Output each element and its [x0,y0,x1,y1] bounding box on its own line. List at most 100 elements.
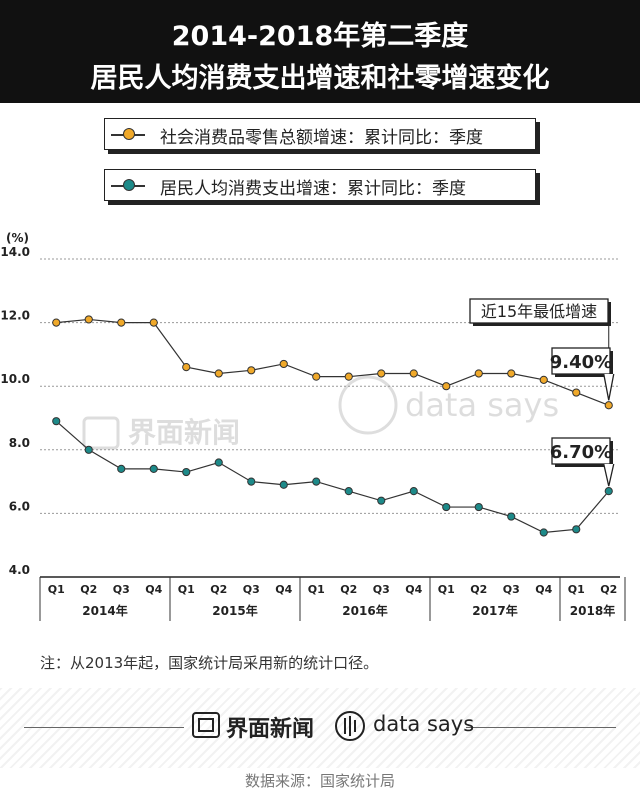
x-tick-label: Q1 [568,583,585,596]
data-point [539,375,548,384]
annotation-retail-value: 9.40% [550,347,615,401]
callout-box [469,298,609,324]
data-point [442,502,451,512]
x-tick-label: Q4 [145,583,162,596]
brand-jiemian: 界面新闻 [226,717,315,742]
jiemian-logo-icon [192,712,220,738]
data-point [214,369,223,378]
y-axis-label: (%) [6,231,29,245]
data-point [572,525,581,534]
data-point [539,528,548,537]
x-tick-label: Q3 [503,583,520,596]
data-point [474,369,483,378]
annotation-lowest-text: 近15年最低增速 [481,302,597,321]
data-point [52,417,61,426]
x-tick-label: Q2 [340,583,357,596]
legend-consumption-marker-icon [123,179,135,191]
data-point [604,401,613,410]
x-tick-label: Q3 [373,583,390,596]
x-tick-label: Q1 [48,583,65,596]
callout-box [551,437,611,465]
footnote: 注：从2013年起，国家统计局采用新的统计口径。 [40,654,379,672]
title-banner: 2014-2018年第二季度 居民人均消费支出增速和社零增速变化 [0,0,640,103]
data-point [344,487,353,496]
line-chart: 界面新闻 data says (%) 4.0 6.0 8.0 10.0 12.0 14.0 Q… [0,231,626,621]
legend-consumption: 居民人均消费支出增速：累计同比：季度 [104,169,536,201]
x-tick-label: Q3 [243,583,260,596]
data-source: 数据来源：国家统计局 [244,772,395,790]
annotation-lowest: 近15年最低增速 [469,298,611,326]
y-tick-label: 14.0 [0,245,30,259]
annotation-consumption-value-text: 6.70% [550,442,612,463]
chart-title-line2: 居民人均消费支出增速和社零增速变化 [90,63,550,94]
x-tick-label: Q4 [535,583,552,596]
watermark-datasays-icon [338,375,398,435]
data-point [247,477,256,486]
x-tick-label: Q4 [275,583,292,596]
year-label: 2014年 [82,603,127,618]
callout-pointer [603,463,615,487]
year-label: 2016年 [342,603,387,618]
x-tick-label: Q1 [308,583,325,596]
data-point [312,477,321,486]
data-point [377,369,386,378]
data-point [312,372,321,381]
series-line-0 [56,318,609,406]
footer-rule-left [24,727,184,728]
data-point [84,315,93,324]
data-point [117,318,126,327]
data-point [279,359,288,369]
data-point [117,464,126,473]
x-tick-label: Q3 [113,583,130,596]
callout-box [551,347,611,375]
y-tick-label: 10.0 [0,372,30,386]
chart-title-line1: 2014-2018年第二季度 [171,21,469,52]
callout-pointer [603,373,615,401]
x-tick-label: Q4 [405,583,422,596]
data-point [507,512,516,521]
watermark-datasays: data says [405,386,559,424]
data-point [149,464,158,473]
data-point [182,363,191,372]
y-tick-label: 4.0 [9,563,30,577]
legend-retail: 社会消费品零售总额增速：累计同比：季度 [104,118,536,150]
data-point [604,487,613,496]
data-point [409,487,418,496]
year-label: 2017年 [472,603,517,618]
data-point [377,496,386,505]
data-point [409,369,418,378]
year-label: 2018年 [570,603,615,618]
data-point [474,502,483,512]
legend-retail-marker-icon [123,128,135,140]
footer-rule-right [466,727,616,728]
brand-datasays: data says [373,712,475,736]
y-tick-label: 8.0 [9,436,30,450]
data-point [149,318,158,327]
datasays-logo-icon [335,711,365,741]
data-point [572,388,581,397]
data-point [247,366,256,375]
annotation-retail-value-text: 9.40% [550,352,612,373]
data-point [214,458,223,467]
data-point [182,467,191,477]
watermark-jiemian: 界面新闻 [128,416,240,449]
y-tick-label: 6.0 [9,499,30,513]
y-tick-label: 12.0 [0,309,30,323]
legend-retail-label: 社会消费品零售总额增速：累计同比：季度 [160,128,483,148]
annotation-consumption-value: 6.70% [550,437,615,487]
watermark-logo-icon [82,416,120,450]
x-tick-label: Q2 [600,583,617,596]
x-tick-label: Q1 [438,583,455,596]
watermark: 界面新闻 data says [82,375,559,450]
series-line-1 [55,420,610,534]
x-tick-label: Q1 [178,583,195,596]
x-tick-label: Q2 [470,583,487,596]
x-tick-label: Q2 [210,583,227,596]
data-point [507,369,516,378]
data-point [279,480,288,489]
year-label: 2015年 [212,603,257,618]
x-tick-label: Q2 [80,583,97,596]
data-point [442,382,451,391]
data-point [84,445,93,454]
footer-pattern [0,688,640,768]
